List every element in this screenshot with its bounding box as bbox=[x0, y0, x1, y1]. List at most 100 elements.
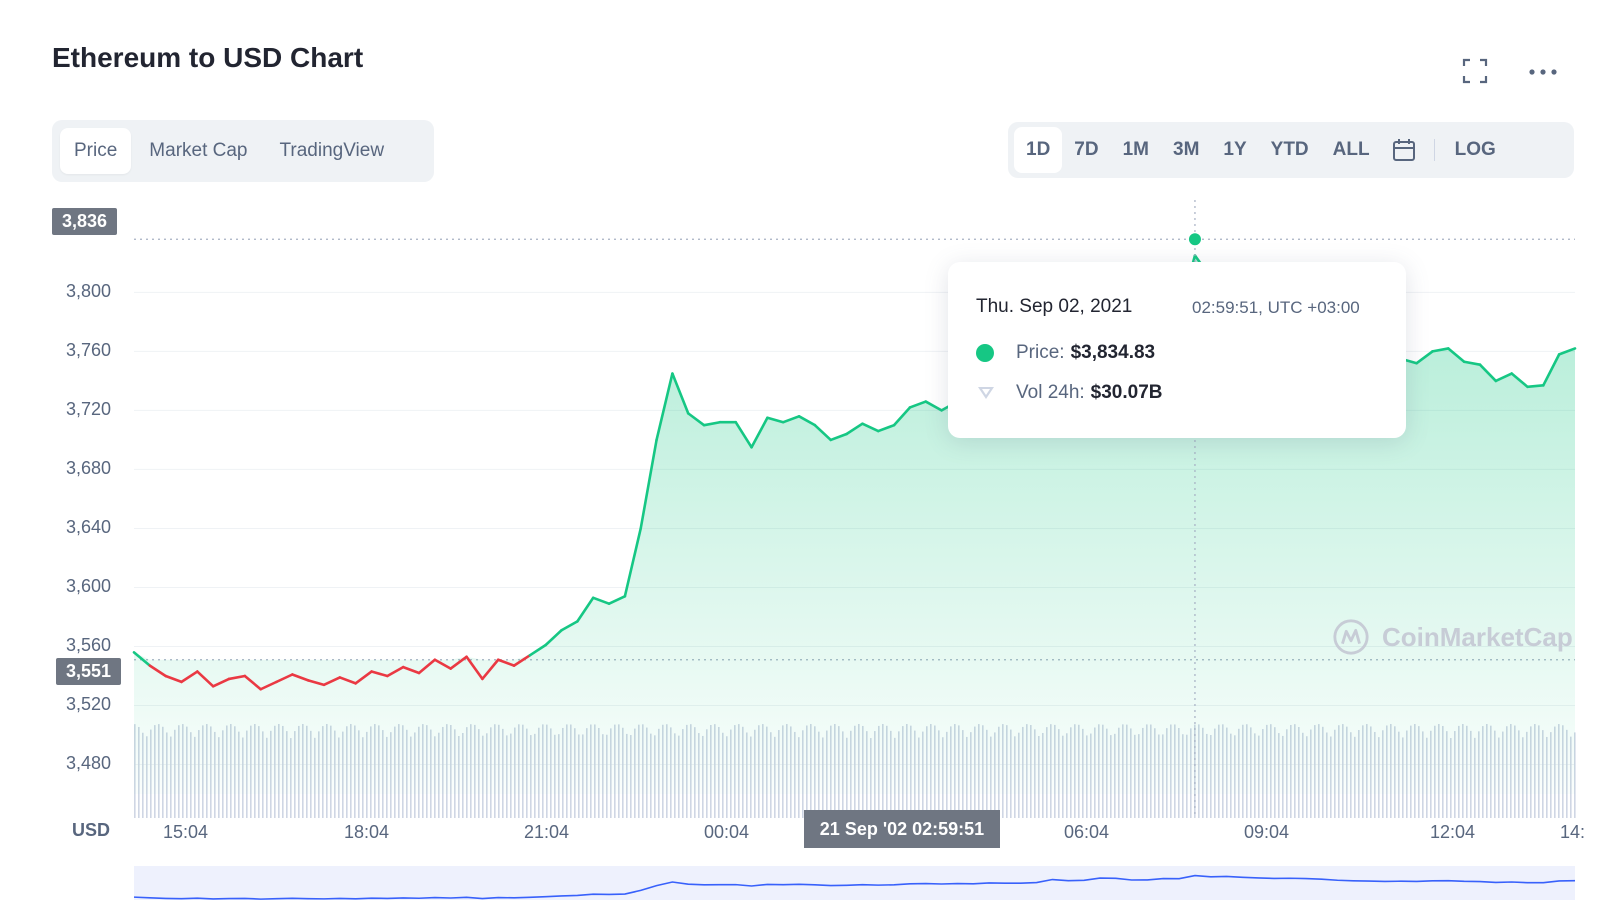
price-line-segment bbox=[766, 416, 785, 424]
price-line-segment bbox=[576, 596, 595, 623]
price-line-segment bbox=[829, 432, 848, 442]
tooltip-time: 02:59:51, UTC +03:00 bbox=[1192, 298, 1360, 317]
x-axis-tick-label: 09:04 bbox=[1244, 822, 1290, 842]
price-line-segment bbox=[227, 674, 247, 681]
chart-type-tabs: Price Market Cap TradingView bbox=[52, 120, 434, 182]
range-1d[interactable]: 1D bbox=[1014, 127, 1063, 173]
tooltip-volume-row: Vol 24h: $30.07B bbox=[976, 382, 1163, 404]
tooltip-date: Thu. Sep 02, 2021 bbox=[976, 296, 1133, 317]
price-line-segment bbox=[639, 438, 658, 530]
price-line-segment bbox=[259, 680, 278, 691]
tooltip-price-label: Price: bbox=[1016, 342, 1065, 363]
price-line-segment bbox=[560, 620, 579, 632]
tab-tradingview[interactable]: TradingView bbox=[279, 140, 385, 161]
currency-label: USD bbox=[72, 820, 111, 840]
cursor-time-label: 21 Sep '02 02:59:51 bbox=[804, 810, 1000, 848]
price-line-segment bbox=[243, 674, 262, 691]
price-line-segment bbox=[481, 658, 500, 681]
price-line-segment bbox=[845, 422, 864, 436]
price-line-segment bbox=[1557, 347, 1577, 356]
y-axis-tick-label: 3,480 bbox=[66, 753, 112, 774]
high-price-tag: 3,836 bbox=[52, 208, 118, 235]
volume-shield-icon bbox=[978, 387, 994, 399]
page-title: Ethereum to USD Chart bbox=[52, 42, 364, 73]
x-axis-tick-label: 06:04 bbox=[1064, 822, 1110, 842]
high-point-marker bbox=[1188, 233, 1201, 246]
x-axis-tick-label: 18:04 bbox=[344, 822, 390, 842]
price-line-segment bbox=[686, 412, 706, 427]
y-axis-tick-label: 3,800 bbox=[66, 281, 112, 302]
price-line-segment bbox=[291, 673, 310, 682]
baseline-price-tag: 3,551 bbox=[56, 658, 122, 685]
range-3m[interactable]: 3M bbox=[1173, 139, 1200, 160]
price-line-segment bbox=[528, 643, 548, 657]
price-line-segment bbox=[734, 420, 753, 449]
price-line-segment bbox=[591, 596, 611, 605]
log-scale-toggle[interactable]: LOG bbox=[1454, 139, 1496, 160]
price-line-segment bbox=[275, 673, 294, 684]
navigator-line bbox=[133, 874, 1576, 900]
x-axis-tick-label: 00:04 bbox=[704, 822, 750, 842]
price-line-segment bbox=[1462, 360, 1482, 366]
price-line-segment bbox=[892, 406, 912, 427]
price-line-segment bbox=[544, 628, 563, 647]
range-divider bbox=[1433, 139, 1435, 161]
price-line-segment bbox=[370, 670, 389, 678]
range-ytd[interactable]: YTD bbox=[1270, 139, 1309, 160]
price-line-segment bbox=[354, 670, 373, 685]
price-line-segment bbox=[908, 400, 928, 409]
price-tooltip: Thu. Sep 02, 2021 02:59:51, UTC +03:00 P… bbox=[948, 262, 1406, 438]
price-line-segment bbox=[1510, 372, 1529, 389]
price-line-segment bbox=[1494, 372, 1513, 383]
price-line-segment bbox=[861, 422, 880, 433]
price-line-segment bbox=[1478, 363, 1498, 383]
range-all[interactable]: ALL bbox=[1332, 139, 1370, 160]
x-axis-tick-label: 15:04 bbox=[163, 822, 209, 842]
price-line-segment bbox=[465, 655, 484, 681]
tooltip-price-value: $3,834.83 bbox=[1070, 342, 1156, 363]
time-range-selector: 1D 7D 1M 3M 1Y YTD ALL LOG bbox=[1008, 122, 1574, 178]
range-1m[interactable]: 1M bbox=[1122, 139, 1149, 160]
price-line-segment bbox=[338, 676, 357, 685]
price-line-segment bbox=[623, 527, 643, 598]
y-axis-tick-label: 3,720 bbox=[66, 399, 112, 420]
tab-market-cap[interactable]: Market Cap bbox=[149, 140, 248, 161]
x-axis-tick-label: 21:04 bbox=[524, 822, 570, 842]
price-line-segment bbox=[1431, 347, 1450, 353]
x-axis-tick-label: 12:04 bbox=[1430, 822, 1476, 842]
price-line-segment bbox=[512, 654, 532, 667]
price-line-segment bbox=[433, 658, 453, 670]
price-line-segment bbox=[1447, 347, 1466, 364]
price-line-segment bbox=[417, 658, 437, 675]
price-line-segment bbox=[148, 664, 167, 678]
y-axis-tick-label: 3,560 bbox=[66, 635, 112, 656]
price-line-segment bbox=[196, 670, 215, 688]
y-axis-tick-label: 3,600 bbox=[66, 576, 112, 597]
price-dot-icon bbox=[976, 344, 994, 362]
price-line-segment bbox=[607, 595, 627, 605]
price-line-segment bbox=[180, 670, 199, 684]
price-line-segment bbox=[813, 423, 833, 442]
price-line-segment bbox=[655, 372, 674, 442]
watermark: CoinMarketCap bbox=[1332, 618, 1573, 656]
tooltip-volume-value: $30.07B bbox=[1090, 382, 1163, 403]
x-axis-tick-label: 14: bbox=[1560, 822, 1586, 842]
price-line-segment bbox=[702, 420, 722, 427]
price-line-segment bbox=[386, 665, 405, 678]
range-7d[interactable]: 7D bbox=[1074, 139, 1099, 160]
expand-icon[interactable] bbox=[1462, 58, 1488, 84]
price-line-segment bbox=[164, 674, 183, 684]
price-line-segment bbox=[924, 400, 943, 412]
more-options-icon[interactable] bbox=[1528, 58, 1558, 78]
price-line-segment bbox=[1415, 350, 1434, 365]
tab-price[interactable]: Price bbox=[60, 128, 132, 174]
calendar-icon[interactable] bbox=[1382, 130, 1426, 170]
price-line-segment bbox=[781, 415, 801, 424]
price-line-segment bbox=[449, 655, 468, 670]
y-axis-tick-label: 3,520 bbox=[66, 694, 112, 715]
price-line-segment bbox=[671, 372, 690, 415]
range-1y[interactable]: 1Y bbox=[1223, 139, 1247, 160]
price-line-segment bbox=[797, 415, 817, 427]
price-line-segment bbox=[401, 665, 421, 675]
y-axis-tick-label: 3,680 bbox=[66, 458, 112, 479]
